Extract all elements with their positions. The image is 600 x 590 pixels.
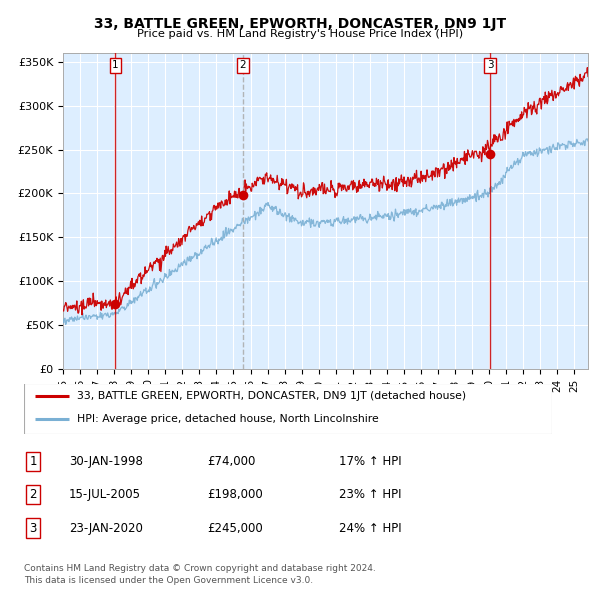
Text: 3: 3 <box>29 522 37 535</box>
Text: 2: 2 <box>239 60 246 70</box>
Text: 30-JAN-1998: 30-JAN-1998 <box>69 455 143 468</box>
Text: 2: 2 <box>29 488 37 501</box>
Text: £245,000: £245,000 <box>207 522 263 535</box>
Text: Price paid vs. HM Land Registry's House Price Index (HPI): Price paid vs. HM Land Registry's House … <box>137 29 463 39</box>
Text: 33, BATTLE GREEN, EPWORTH, DONCASTER, DN9 1JT (detached house): 33, BATTLE GREEN, EPWORTH, DONCASTER, DN… <box>77 391 466 401</box>
Text: 17% ↑ HPI: 17% ↑ HPI <box>339 455 401 468</box>
Text: £198,000: £198,000 <box>207 488 263 501</box>
Text: 1: 1 <box>112 60 119 70</box>
Text: 15-JUL-2005: 15-JUL-2005 <box>69 488 141 501</box>
Text: Contains HM Land Registry data © Crown copyright and database right 2024.
This d: Contains HM Land Registry data © Crown c… <box>24 565 376 585</box>
Text: 23% ↑ HPI: 23% ↑ HPI <box>339 488 401 501</box>
Text: £74,000: £74,000 <box>207 455 256 468</box>
Text: 24% ↑ HPI: 24% ↑ HPI <box>339 522 401 535</box>
Text: 33, BATTLE GREEN, EPWORTH, DONCASTER, DN9 1JT: 33, BATTLE GREEN, EPWORTH, DONCASTER, DN… <box>94 17 506 31</box>
Text: 3: 3 <box>487 60 494 70</box>
Text: 23-JAN-2020: 23-JAN-2020 <box>69 522 143 535</box>
Text: HPI: Average price, detached house, North Lincolnshire: HPI: Average price, detached house, Nort… <box>77 414 379 424</box>
Text: 1: 1 <box>29 455 37 468</box>
